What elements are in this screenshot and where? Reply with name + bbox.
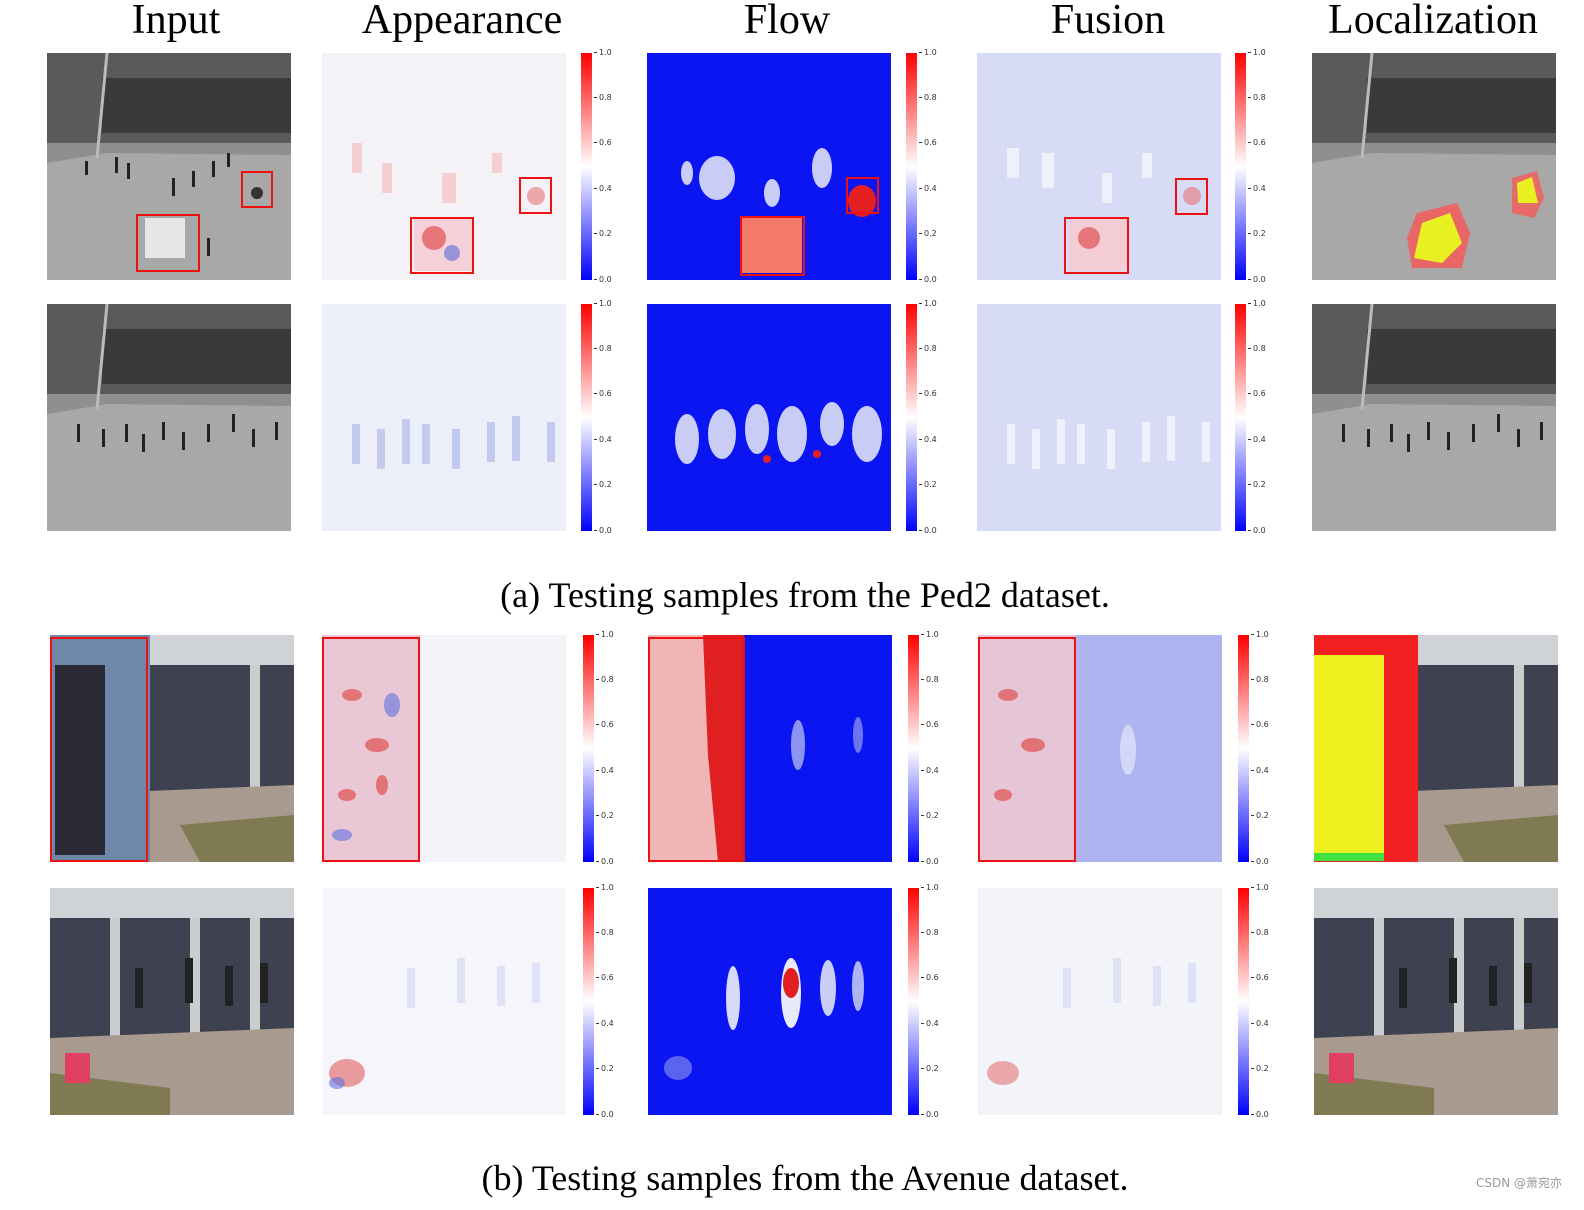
- colorbar: 1.0 0.8 0.6 0.4 0.2 0.0: [908, 884, 939, 1119]
- column-title-flow: Flow: [743, 0, 831, 43]
- avenue-row1-appearance-map: [322, 635, 566, 862]
- anomaly-box: [519, 177, 552, 214]
- anomaly-box: [1064, 217, 1129, 274]
- caption-avenue: (b) Testing samples from the Avenue data…: [481, 1158, 1129, 1198]
- colorbar: 1.0 0.8 0.6 0.4 0.2 0.0: [583, 631, 614, 866]
- avenue-row2-localization-image: [1314, 888, 1558, 1115]
- anomaly-box: [846, 177, 879, 214]
- avenue-row1-flow-map: [648, 635, 892, 862]
- colorbar: 1.0 0.8 0.6 0.4 0.2 0.0: [906, 49, 937, 284]
- column-title-localization: Localization: [1328, 0, 1538, 43]
- ped2-row1-input-image: [47, 53, 291, 280]
- column-title-appearance: Appearance: [361, 0, 563, 43]
- avenue-row1-fusion-map: [978, 635, 1222, 862]
- watermark: CSDN @萧宛亦: [1475, 1176, 1562, 1190]
- anomaly-box: [50, 637, 148, 862]
- caption-ped2: (a) Testing samples from the Ped2 datase…: [500, 575, 1110, 615]
- colorbar: 1.0 0.8 0.6 0.4 0.2 0.0: [908, 631, 939, 866]
- avenue-row2-appearance-map: [322, 888, 566, 1115]
- ped2-row1-appearance-map: [322, 53, 566, 280]
- colorbar: 1.0 0.8 0.6 0.4 0.2 0.0: [1238, 884, 1269, 1119]
- ped2-row2-appearance-map: [322, 304, 566, 531]
- ped2-row2-input-image: [47, 304, 291, 531]
- colorbar: 1.0 0.8 0.6 0.4 0.2 0.0: [581, 49, 612, 284]
- anomaly-box: [1175, 178, 1208, 215]
- column-title-fusion: Fusion: [1050, 0, 1166, 43]
- colorbar: 1.0 0.8 0.6 0.4 0.2 0.0: [1235, 49, 1266, 284]
- colorbar: 1.0 0.8 0.6 0.4 0.2 0.0: [1235, 300, 1266, 535]
- avenue-row2-fusion-map: [978, 888, 1222, 1115]
- colorbar: 1.0 0.8 0.6 0.4 0.2 0.0: [906, 300, 937, 535]
- anomaly-box: [410, 217, 474, 274]
- colorbar: 1.0 0.8 0.6 0.4 0.2 0.0: [581, 300, 612, 535]
- ped2-row1-flow-map: [647, 53, 891, 280]
- avenue-row2-input-image: [50, 888, 294, 1115]
- column-title-input: Input: [131, 0, 221, 43]
- colorbar: 1.0 0.8 0.6 0.4 0.2 0.0: [583, 884, 614, 1119]
- anomaly-box: [740, 216, 805, 276]
- ped2-row2-fusion-map: [977, 304, 1221, 531]
- anomaly-box: [241, 171, 273, 208]
- ped2-row2-flow-map: [647, 304, 891, 531]
- anomaly-box: [648, 637, 745, 862]
- anomaly-box: [136, 214, 200, 272]
- anomaly-box: [322, 637, 420, 862]
- avenue-row1-input-image: [50, 635, 294, 862]
- avenue-row2-flow-map: [648, 888, 892, 1115]
- colorbar: 1.0 0.8 0.6 0.4 0.2 0.0: [1238, 631, 1269, 866]
- ped2-row1-fusion-map: [977, 53, 1221, 280]
- ped2-row2-localization-image: [1312, 304, 1556, 531]
- avenue-row1-localization-image: [1314, 635, 1558, 862]
- anomaly-box: [978, 637, 1076, 862]
- ped2-row1-localization-image: [1312, 53, 1556, 280]
